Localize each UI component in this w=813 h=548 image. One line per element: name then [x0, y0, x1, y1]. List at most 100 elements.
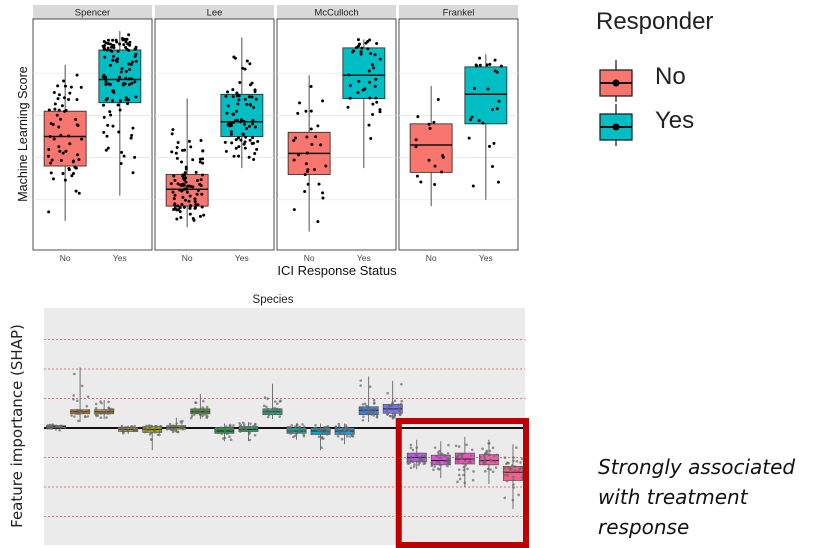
- data-point: [173, 202, 177, 206]
- data-point: [198, 214, 202, 218]
- shap-point: [145, 424, 148, 428]
- data-point: [67, 134, 71, 138]
- data-point: [55, 113, 59, 117]
- data-point: [304, 109, 308, 113]
- data-point: [254, 97, 258, 101]
- data-point: [224, 149, 228, 153]
- shap-point: [420, 457, 424, 461]
- shap-point: [409, 466, 413, 470]
- shap-point: [302, 433, 306, 437]
- data-point: [237, 145, 241, 149]
- top-faceted-boxplot: Spencer No Yes Lee No Yes McCulloch No Yes Franke…: [32, 5, 519, 263]
- data-point: [309, 85, 313, 89]
- shap-point: [310, 432, 314, 436]
- shap-point: [471, 478, 475, 482]
- shap-point: [74, 412, 77, 415]
- shap-point: [94, 402, 98, 406]
- shap-point: [126, 428, 129, 431]
- data-point: [111, 58, 115, 62]
- shap-point: [286, 429, 290, 433]
- data-point: [245, 126, 249, 130]
- shap-point: [511, 498, 515, 502]
- shap-point: [458, 477, 462, 481]
- shap-point: [432, 468, 435, 472]
- data-point: [176, 208, 180, 212]
- shap-point: [482, 462, 485, 466]
- shap-point: [398, 413, 402, 417]
- data-point: [496, 180, 500, 184]
- shap-point: [411, 460, 415, 464]
- data-point: [233, 56, 237, 60]
- shap-point: [515, 459, 519, 463]
- data-point: [106, 146, 110, 150]
- data-point: [229, 130, 233, 134]
- data-point: [234, 138, 238, 142]
- shap-point: [86, 395, 90, 398]
- data-point: [120, 150, 124, 154]
- shap-point: [375, 415, 379, 419]
- shap-point: [171, 430, 175, 434]
- shap-point: [363, 409, 366, 412]
- shap-point: [266, 407, 270, 411]
- shap-point: [228, 423, 232, 427]
- data-point: [247, 124, 251, 128]
- shap-point: [430, 461, 434, 464]
- data-point: [364, 41, 368, 45]
- data-point: [59, 133, 63, 137]
- shap-point: [483, 469, 487, 473]
- shap-point: [368, 385, 372, 388]
- data-point: [226, 90, 230, 94]
- data-point: [184, 180, 188, 184]
- shap-point: [108, 411, 112, 414]
- data-point: [111, 43, 115, 47]
- data-point: [47, 147, 51, 151]
- data-point: [47, 210, 51, 214]
- shap-point: [149, 438, 153, 441]
- data-point: [361, 88, 365, 92]
- data-point: [180, 202, 184, 206]
- shap-point: [488, 449, 492, 453]
- data-point: [230, 141, 234, 145]
- shap-point: [267, 410, 271, 414]
- shap-point: [216, 431, 219, 434]
- shap-point: [372, 410, 376, 414]
- shap-point: [84, 415, 87, 419]
- data-point: [59, 117, 63, 121]
- shap-point: [518, 467, 522, 470]
- data-point: [369, 52, 373, 56]
- shap-point: [342, 429, 346, 433]
- data-point: [48, 135, 52, 139]
- shap-point: [238, 422, 241, 425]
- data-point: [241, 133, 245, 137]
- shap-point: [386, 391, 389, 395]
- shap-point: [361, 402, 365, 406]
- data-point: [181, 195, 185, 199]
- top-y-axis-label: Machine Learning Score: [16, 66, 30, 202]
- facet-label: Lee: [207, 8, 223, 19]
- data-point: [79, 85, 83, 89]
- shap-point: [199, 413, 202, 417]
- data-point: [170, 132, 174, 136]
- x-tick-label: No: [426, 253, 437, 263]
- facet-strip: [33, 5, 152, 19]
- shap-point: [202, 399, 205, 403]
- shap-point: [470, 448, 474, 452]
- data-point: [127, 83, 131, 87]
- data-point: [178, 206, 182, 210]
- shap-point: [298, 426, 302, 429]
- shap-point: [143, 430, 147, 434]
- x-tick-label: Yes: [479, 253, 493, 263]
- data-point: [118, 42, 122, 46]
- shap-point: [482, 460, 485, 463]
- data-point: [230, 123, 234, 127]
- shap-point: [266, 397, 269, 400]
- shap-point: [520, 457, 524, 461]
- data-point: [247, 155, 251, 159]
- shap-point: [512, 459, 515, 463]
- data-point: [256, 139, 260, 143]
- data-point: [102, 46, 106, 50]
- shap-point: [373, 401, 376, 405]
- data-point: [134, 95, 138, 99]
- data-point: [106, 123, 110, 127]
- data-point: [485, 63, 489, 67]
